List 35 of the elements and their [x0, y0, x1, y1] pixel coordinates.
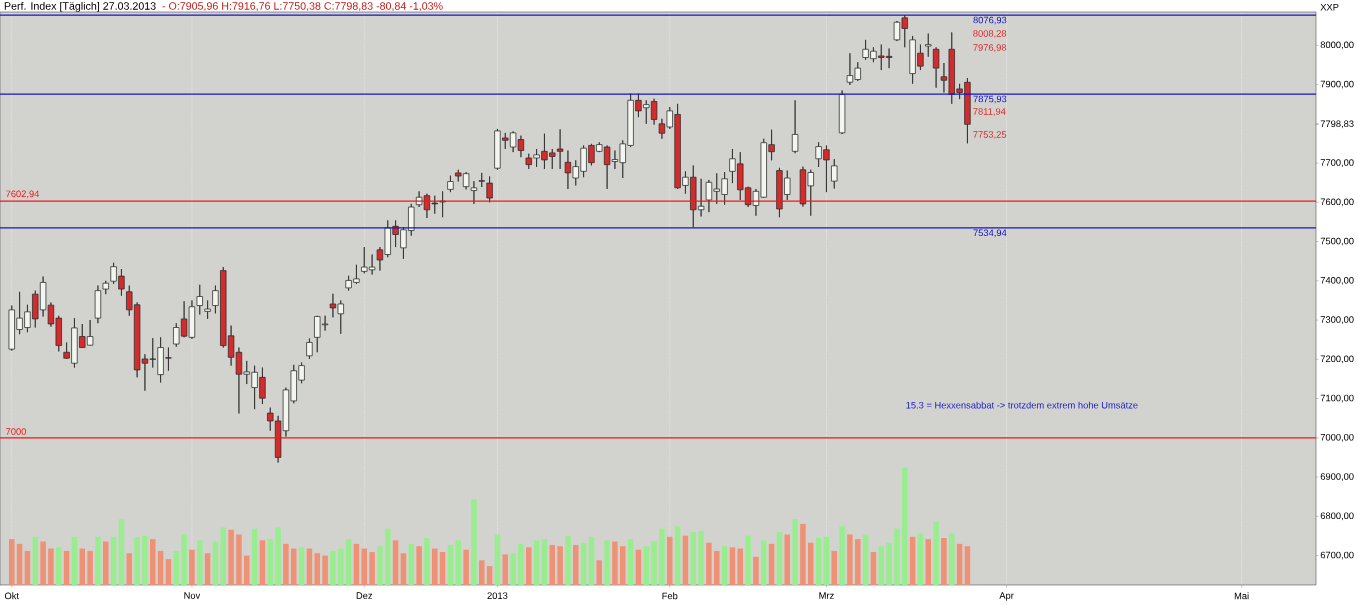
y-tick-label: 7200,00	[1320, 355, 1354, 364]
x-tick-label: Apr	[999, 592, 1014, 601]
y-tick-label: 6700,00	[1320, 551, 1354, 560]
annotation: 8076,93	[973, 16, 1007, 25]
annotation: 7811,94	[973, 108, 1006, 116]
y-axis-title: XXP	[1320, 3, 1339, 11]
x-tick-label: Nov	[184, 592, 201, 599]
ref-line-label: 7000	[6, 428, 27, 435]
y-tick-label: 7900,00	[1320, 80, 1354, 89]
y-tick-label: 8000,00	[1320, 41, 1354, 50]
y-tick-label: 6900,00	[1320, 473, 1354, 481]
x-tick-label: Okt	[4, 592, 19, 600]
y-tick-label: 7600,00	[1320, 198, 1354, 207]
y-tick-label: 7700,00	[1320, 159, 1354, 167]
x-tick-label: Mrz	[819, 592, 834, 599]
x-tick-label: Mai	[1234, 592, 1249, 600]
y-tick-label: 7300,00	[1320, 316, 1354, 324]
y-tick-label: 7000,00	[1320, 433, 1354, 442]
y-tick-label: 7798,83	[1320, 120, 1354, 129]
chart-subtitle: - O:7905,96 H:7916,76 L:7750,38 C:7798,83 -80,84 -1,03%	[162, 2, 443, 12]
annotation: 7976,98	[973, 44, 1007, 52]
y-tick-label: 7500,00	[1320, 237, 1354, 246]
y-tick-label: 6800,00	[1320, 512, 1354, 521]
x-tick-label: Feb	[662, 592, 678, 600]
annotation: 8008,28	[973, 30, 1007, 38]
ref-line-label: 7602,94	[6, 190, 40, 199]
y-tick-label: 7400,00	[1320, 276, 1354, 285]
annotation: 15.3 = Hexxensabbat -> trotzdem extrem hohe Umsätze	[906, 401, 1138, 409]
x-tick-label: 2013	[487, 592, 508, 599]
annotation: 7753,25	[973, 131, 1007, 139]
annotation: 7534,94	[973, 229, 1007, 238]
x-tick-label: Dez	[356, 592, 373, 599]
annotation: 7875,93	[973, 95, 1007, 104]
y-tick-label: 7100,00	[1320, 394, 1354, 403]
chart-title: Perf. Index [Täglich] 27.03.2013	[4, 1, 156, 12]
